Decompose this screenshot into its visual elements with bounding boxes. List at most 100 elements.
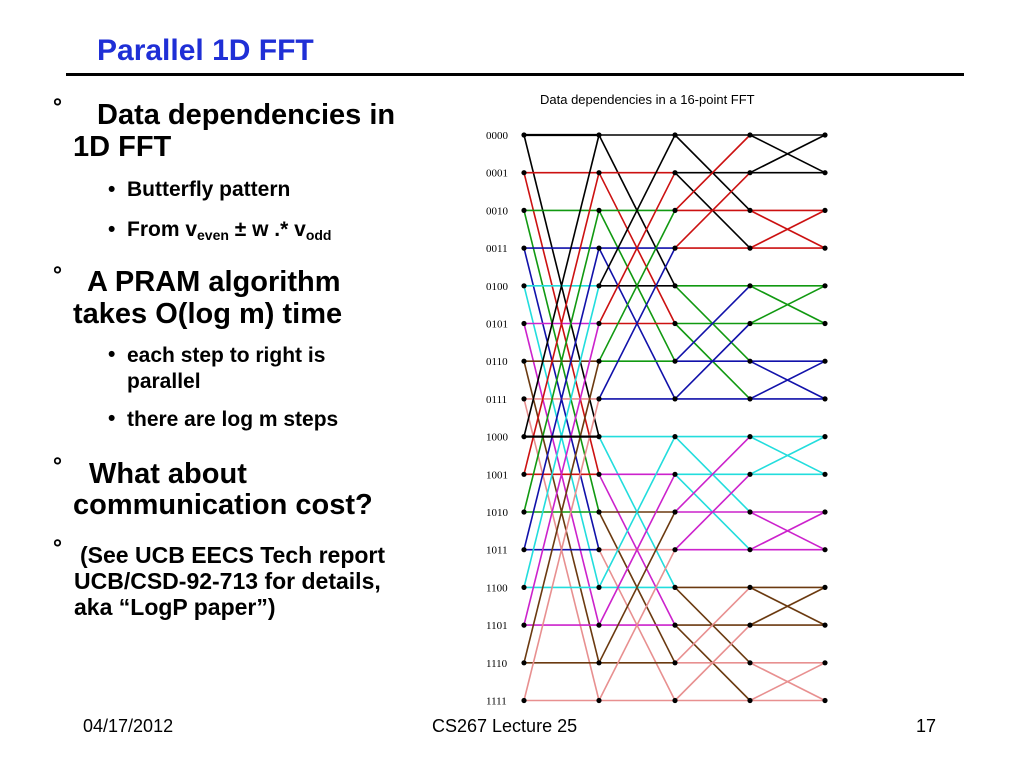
sub-bullet-parallel-line2: parallel	[127, 370, 201, 393]
butterfly-node	[747, 471, 753, 477]
sub-bullet-parallel-line1: each step to right is	[127, 344, 326, 367]
butterfly-node	[596, 547, 602, 553]
butterfly-node	[747, 434, 753, 440]
butterfly-edge	[674, 322, 751, 400]
bullet-4-aka: aka	[74, 594, 119, 620]
row-label: 1101	[486, 620, 508, 632]
butterfly-node	[672, 245, 678, 251]
butterfly-edge	[749, 511, 826, 551]
butterfly-node	[747, 509, 753, 515]
butterfly-node	[521, 245, 527, 251]
butterfly-node	[672, 660, 678, 666]
row-label: 1010	[486, 507, 509, 519]
bullet-4-line3: aka “LogP paper”)	[74, 594, 276, 621]
butterfly-node	[822, 207, 828, 213]
sub-bullet-marker: •	[108, 218, 116, 241]
butterfly-edge	[674, 436, 751, 513]
bullet-marker: °	[52, 96, 63, 121]
footer-page-number: 17	[916, 716, 937, 736]
butterfly-edge	[674, 473, 751, 551]
butterfly-node	[747, 245, 753, 251]
butterfly-edge	[749, 662, 826, 702]
butterfly-node	[672, 283, 678, 289]
butterfly-node	[747, 132, 753, 138]
bullet-1-line1: Data dependencies in	[97, 99, 396, 131]
butterfly-node	[822, 509, 828, 515]
footer-date: 04/17/2012	[83, 716, 174, 736]
butterfly-node	[747, 170, 753, 176]
butterfly-edge	[749, 285, 826, 325]
bullet-4-close-paren: )	[267, 594, 276, 620]
butterfly-node	[822, 471, 828, 477]
butterfly-node	[596, 320, 602, 327]
row-label: 1000	[486, 432, 509, 444]
butterfly-node	[672, 697, 678, 704]
butterfly-node	[596, 622, 602, 628]
butterfly-node	[596, 396, 602, 402]
row-label: 0111	[486, 394, 507, 406]
row-label: 1011	[486, 545, 508, 557]
bullet-marker: °	[52, 537, 63, 562]
sub-bullet-marker: •	[108, 343, 116, 366]
butterfly-node	[672, 471, 678, 477]
row-label: 0001	[486, 168, 508, 180]
butterfly-edge	[598, 473, 676, 626]
butterfly-edge	[598, 511, 676, 664]
butterfly-node	[521, 396, 527, 402]
butterfly-node	[822, 584, 828, 590]
butterfly-node	[521, 622, 527, 628]
butterfly-node	[521, 660, 527, 666]
butterfly-edge	[523, 361, 600, 663]
butterfly-node	[596, 584, 602, 590]
butterfly-node	[521, 283, 527, 289]
butterfly-node	[822, 697, 828, 704]
butterfly-node	[596, 132, 602, 138]
butterfly-edge	[598, 210, 676, 362]
bullet-4-line1: (See UCB EECS Tech report	[80, 542, 386, 568]
bullet-4-line2: UCB/CSD-92-713 for details,	[74, 568, 381, 594]
butterfly-edge	[523, 323, 600, 626]
butterfly-node	[521, 132, 527, 138]
bullet-marker: °	[52, 455, 63, 480]
sub-bullet-marker: •	[108, 407, 116, 430]
butterfly-node	[747, 396, 753, 402]
butterfly-node	[672, 509, 678, 515]
butterfly-node	[672, 584, 678, 590]
butterfly-node	[822, 245, 828, 251]
butterfly-node	[747, 283, 753, 289]
butterfly-edge	[749, 360, 826, 400]
butterfly-node	[672, 547, 678, 553]
butterfly-edge	[598, 549, 676, 701]
butterfly-edge	[523, 210, 600, 513]
butterfly-node	[596, 207, 602, 213]
butterfly-edge	[749, 435, 826, 476]
butterfly-node	[596, 283, 602, 289]
butterfly-node	[521, 584, 527, 590]
row-label: 1100	[486, 582, 508, 594]
butterfly-node	[822, 132, 828, 138]
sub-bullet-butterfly: Butterfly pattern	[127, 178, 291, 201]
butterfly-node	[672, 396, 678, 402]
bullet-4-logp: LogP paper	[130, 594, 257, 620]
fft-butterfly-diagram: 0000 0001 0010 0011 0100 0101 0110 0111 1000 1001…	[486, 130, 828, 708]
sub-bullet-marker: •	[108, 178, 116, 201]
butterfly-node	[521, 471, 527, 477]
butterfly-edge	[598, 436, 676, 588]
formula-sub-even: even	[197, 227, 229, 243]
formula-prefix: From v	[127, 218, 198, 241]
butterfly-node	[596, 660, 602, 666]
butterfly-node	[672, 358, 678, 364]
butterfly-node	[747, 660, 753, 666]
butterfly-edge	[674, 586, 751, 664]
butterfly-node	[747, 320, 753, 327]
butterfly-edge	[674, 624, 751, 702]
row-label: 0100	[486, 281, 509, 293]
slide-title: Parallel 1D FFT	[97, 34, 314, 67]
sub-bullet-log-steps: there are log m steps	[127, 408, 339, 431]
butterfly-node	[672, 622, 678, 628]
butterfly-node	[747, 358, 753, 364]
butterfly-node	[521, 358, 527, 364]
butterfly-edge	[598, 172, 676, 324]
row-label: 1110	[486, 658, 508, 670]
butterfly-edge	[523, 398, 600, 701]
